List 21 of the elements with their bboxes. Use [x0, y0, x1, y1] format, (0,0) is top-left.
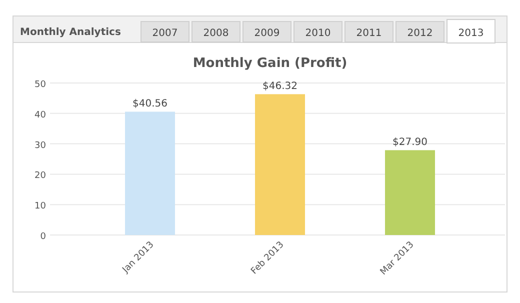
text: 2007	[152, 28, 178, 39]
y-tick-label: 10	[34, 202, 46, 212]
text: 2012	[407, 28, 433, 39]
text: 2010	[305, 28, 331, 39]
data-label: $46.32	[262, 81, 298, 92]
y-tick-label: 30	[34, 140, 46, 151]
text: 2011	[356, 28, 382, 39]
bar	[125, 112, 175, 235]
text: Monthly Analytics	[20, 27, 121, 38]
text: 2008	[203, 28, 229, 39]
y-tick-label: 20	[34, 171, 46, 182]
data-label: $40.56	[132, 98, 168, 110]
y-tick-label: 50	[34, 80, 46, 90]
text: 2013	[458, 28, 484, 39]
y-tick-label: 40	[34, 110, 46, 120]
y-tick-label: 0	[40, 232, 46, 242]
chart-title: Monthly Gain (Profit)	[192, 56, 348, 71]
bar	[385, 150, 435, 235]
text: 2009	[254, 28, 280, 39]
bar	[255, 94, 305, 235]
data-label: $27.90	[392, 137, 428, 148]
